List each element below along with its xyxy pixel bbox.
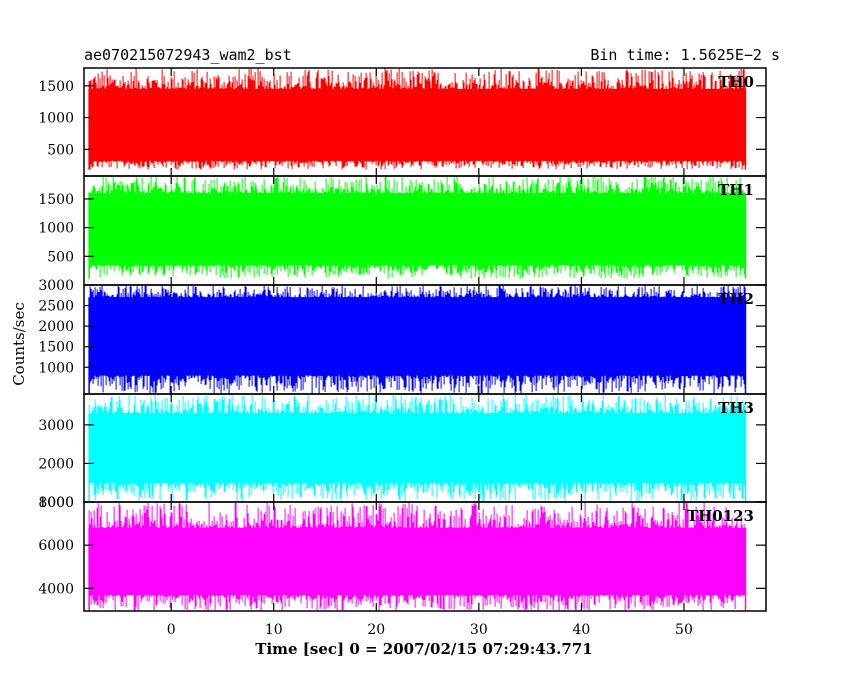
y-tick-label: 500 [47, 142, 74, 158]
y-tick-label: 3000 [38, 278, 74, 294]
series-spikes [88, 176, 746, 279]
panel-label: TH0123 [687, 507, 754, 525]
series-th2 [88, 285, 747, 394]
x-tick-label: 50 [675, 622, 693, 638]
panel-th3: 1000 2000 3000 TH3 [38, 393, 767, 511]
panel-th0: 500 1000 1500 TH0 [38, 67, 767, 177]
series-spikes [88, 394, 746, 502]
panel-label: TH1 [718, 181, 754, 199]
series-th0123 [88, 502, 747, 611]
chart-title-left: ae070215072943_wam2_bst [84, 46, 292, 64]
y-axis-label: Counts/sec [10, 302, 28, 386]
x-tick-label: 20 [367, 622, 385, 638]
y-tick-label: 500 [47, 249, 74, 265]
x-tick-label: 0 [167, 622, 176, 638]
y-tick-label: 6000 [38, 538, 74, 554]
panel-label: TH2 [718, 290, 754, 308]
series-th1 [88, 176, 747, 279]
panel-label: TH3 [718, 399, 754, 417]
y-tick-label: 1000 [38, 360, 74, 376]
series-spikes [88, 502, 746, 611]
y-tick-label: 2500 [38, 299, 74, 315]
y-tick-label: 1000 [38, 221, 74, 237]
x-tick-label: 30 [470, 622, 488, 638]
panel-frame [83, 501, 767, 612]
y-tick-label: 3000 [38, 418, 74, 434]
y-tick-label: 4000 [38, 581, 74, 597]
y-tick-label: 1000 [38, 495, 74, 511]
x-tick-label: 10 [265, 622, 283, 638]
y-tick-label: 1500 [38, 340, 74, 356]
series-spikes [88, 68, 746, 170]
y-tick-label: 2000 [38, 456, 74, 472]
y-tick-label: 1000 [38, 111, 74, 127]
y-tick-label: 1500 [38, 192, 74, 208]
panel-th2: 1000 1500 2000 2500 3000 TH2 [38, 278, 767, 395]
series-th0 [88, 68, 747, 170]
y-tick-label: 8000 [38, 495, 74, 511]
x-axis-label: Time [sec] 0 = 2007/02/15 07:29:43.771 [255, 640, 592, 658]
panel-th0123: 4000 6000 8000 TH0123 [38, 495, 767, 612]
chart-title-right: Bin time: 1.5625E−2 s [590, 46, 780, 64]
y-tick-label: 2000 [38, 319, 74, 335]
y-tick-label: 1500 [38, 79, 74, 95]
panel-th1: 500 1000 1500 TH1 [38, 175, 767, 286]
series-spikes [88, 285, 746, 394]
x-tick-label: 40 [572, 622, 590, 638]
panel-label: TH0 [718, 73, 754, 91]
series-th3 [88, 394, 747, 502]
